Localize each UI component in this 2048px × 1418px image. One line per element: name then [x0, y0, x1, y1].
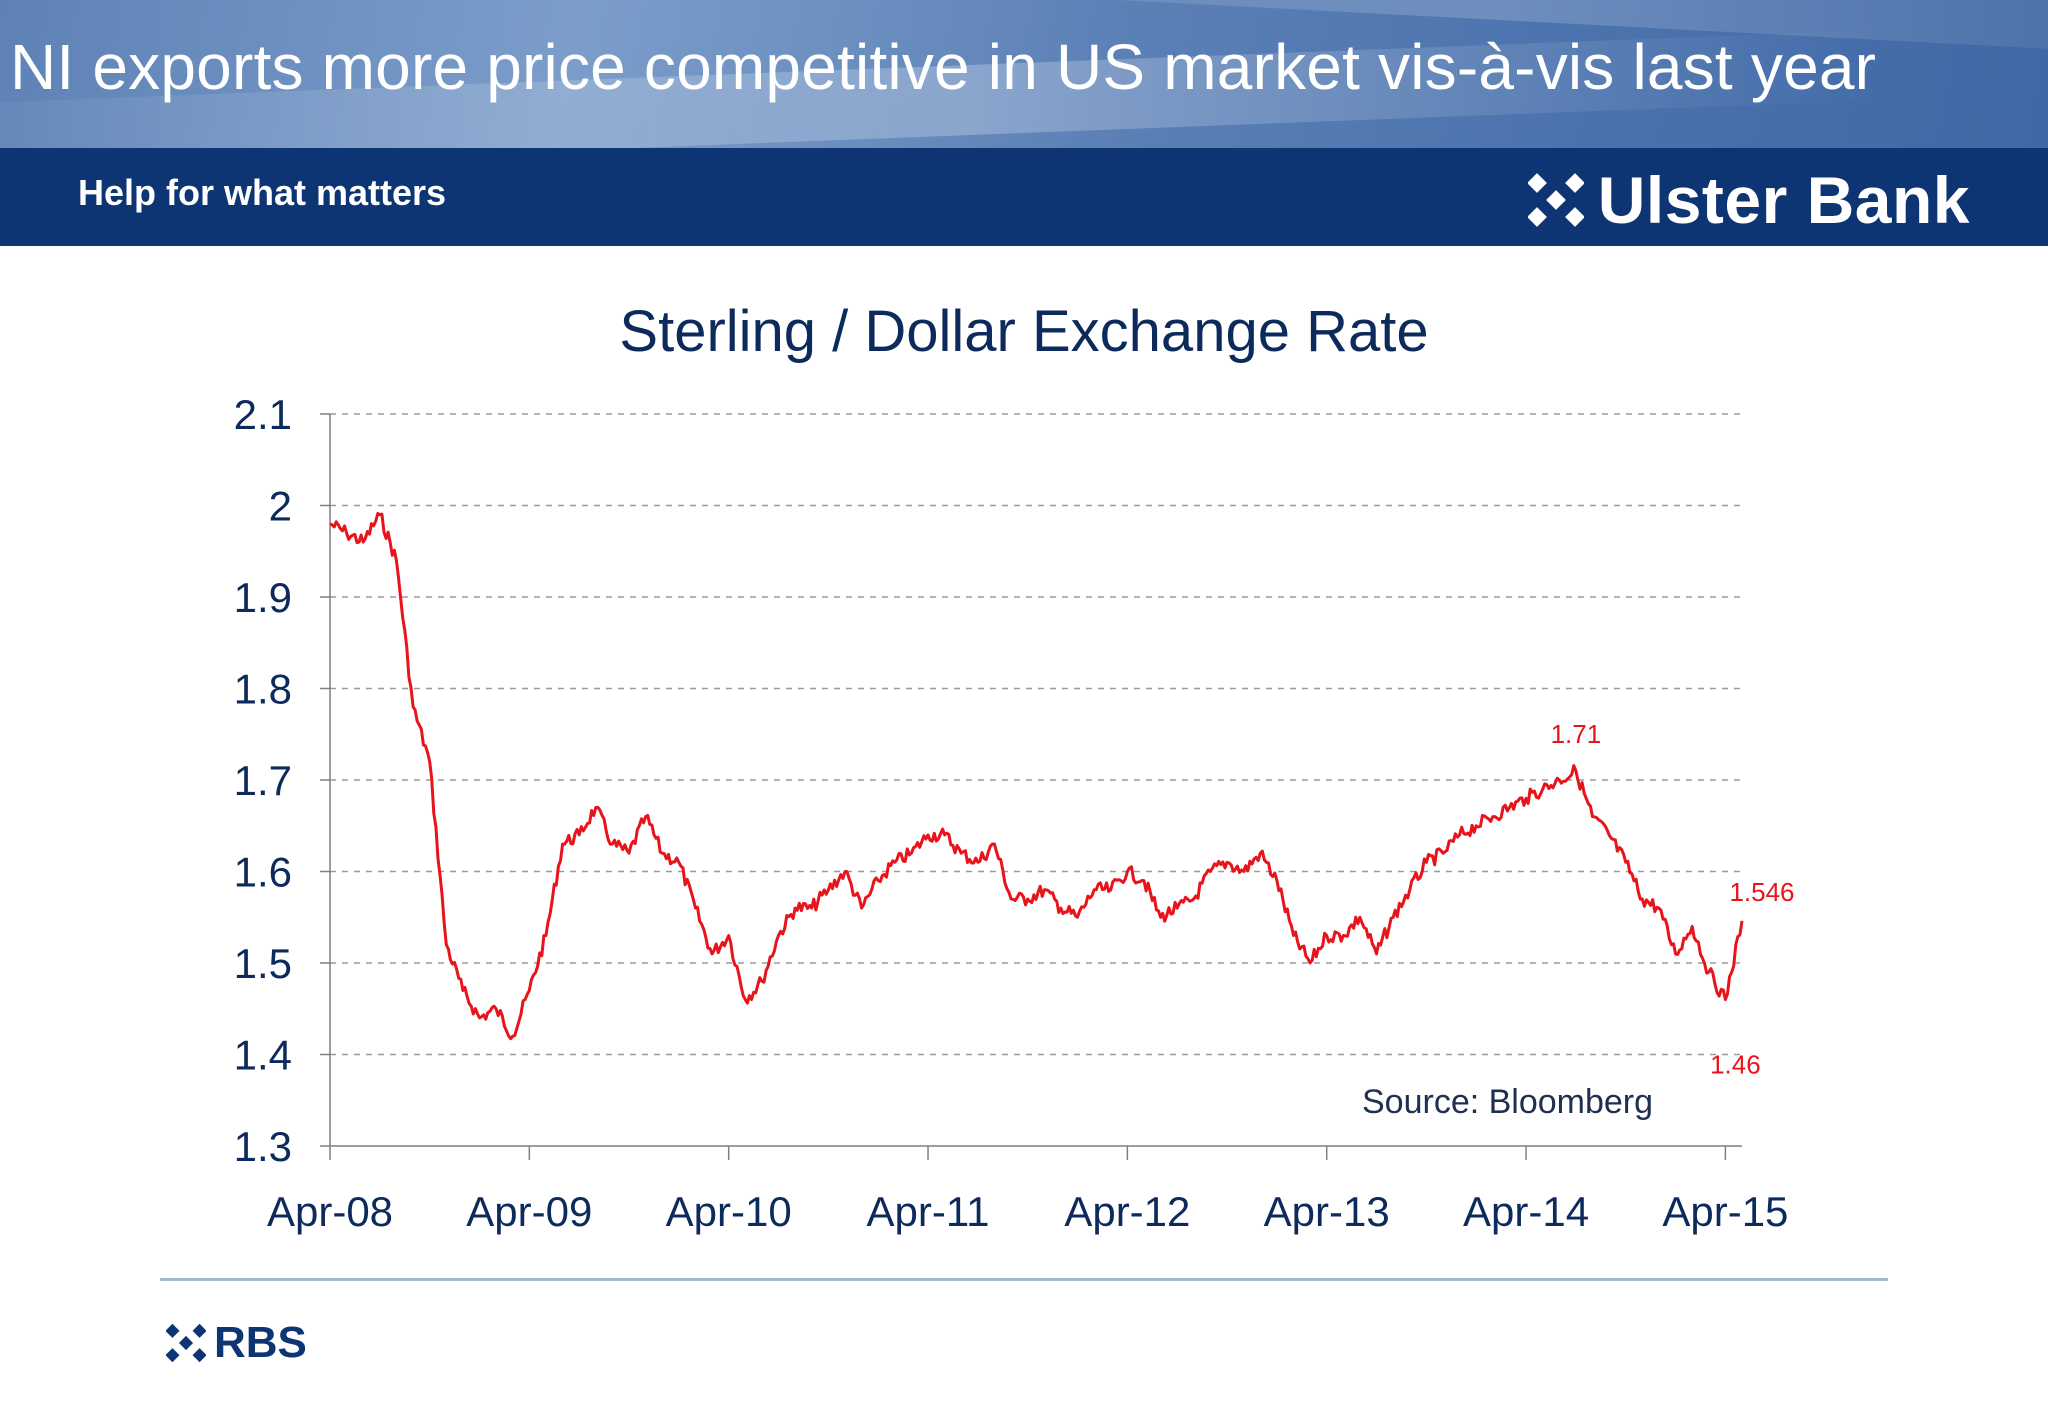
x-tick-label: Apr-08	[267, 1188, 393, 1235]
gridlines	[330, 413, 1742, 1056]
data-label: 1.71	[1551, 719, 1602, 749]
x-tick-label: Apr-10	[666, 1188, 792, 1235]
rbs-logo-text: RBS	[214, 1318, 307, 1367]
y-tick-label: 1.9	[234, 574, 292, 621]
x-tick-label: Apr-12	[1064, 1188, 1190, 1235]
y-tick-label: 1.4	[234, 1032, 292, 1079]
series-layer	[329, 512, 1744, 1041]
source-note: Source: Bloomberg	[1362, 1083, 1653, 1121]
series-line	[329, 512, 1744, 1041]
y-tick-label: 1.5	[234, 940, 292, 987]
y-tick-label: 1.8	[234, 666, 292, 713]
x-tick-label: Apr-14	[1463, 1188, 1589, 1235]
daisy-mark-icon	[1527, 173, 1584, 227]
data-label: 1.46	[1710, 1050, 1761, 1080]
chart-title: Sterling / Dollar Exchange Rate	[619, 299, 1429, 364]
x-tick-label: Apr-09	[466, 1188, 592, 1235]
labels: 1.3 1.4 1.5 1.6 1.7 1.8 1.9 2 2.1 Apr-08 Apr-09 Apr…	[234, 391, 1795, 1235]
brand-bar: Help for what matters Ulster Bank	[0, 148, 2048, 246]
y-tick-label: 2.1	[234, 391, 292, 438]
tagline: Help for what matters	[78, 172, 447, 213]
rbs-logo: RBS	[166, 1318, 307, 1368]
y-tick-label: 2	[269, 483, 292, 530]
x-tick-label: Apr-15	[1662, 1188, 1788, 1235]
x-tick-label: Apr-13	[1264, 1188, 1390, 1235]
x-tick-label: Apr-11	[867, 1188, 990, 1235]
ulster-bank-logo: Ulster Bank	[1527, 162, 1970, 238]
title-band: NI exports more price competitive in US …	[0, 0, 2048, 148]
data-label: 1.546	[1729, 877, 1794, 907]
footer-divider	[160, 1278, 1888, 1281]
daisy-mark-icon	[166, 1323, 206, 1363]
slide-title: NI exports more price competitive in US …	[10, 31, 1877, 103]
y-tick-label: 1.3	[234, 1123, 292, 1170]
axes	[320, 413, 1742, 1160]
y-tick-label: 1.6	[234, 849, 292, 896]
logo-text: Ulster Bank	[1597, 163, 1970, 237]
y-tick-label: 1.7	[234, 757, 292, 804]
